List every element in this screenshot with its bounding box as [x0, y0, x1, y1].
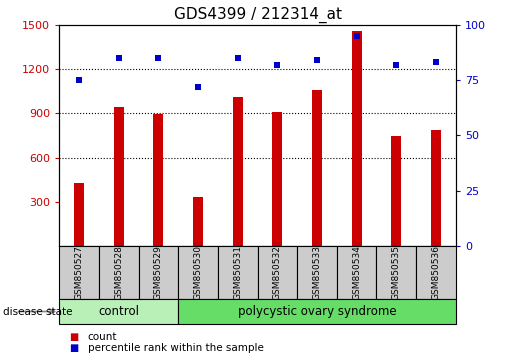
Point — [194, 84, 202, 90]
Point — [154, 55, 162, 61]
Bar — [337, 246, 376, 299]
Text: disease state: disease state — [3, 307, 72, 316]
Text: percentile rank within the sample: percentile rank within the sample — [88, 343, 264, 353]
Bar — [74, 183, 84, 246]
Point — [233, 55, 242, 61]
Bar — [431, 130, 441, 246]
Text: GSM850529: GSM850529 — [154, 245, 163, 300]
Point — [313, 57, 321, 63]
Text: ■: ■ — [70, 343, 79, 353]
Bar — [218, 246, 258, 299]
Point — [114, 55, 123, 61]
Bar — [391, 136, 401, 246]
Text: control: control — [98, 305, 139, 318]
Text: GSM850536: GSM850536 — [432, 245, 440, 300]
Bar — [416, 246, 456, 299]
Bar — [258, 246, 297, 299]
Text: GSM850533: GSM850533 — [313, 245, 321, 300]
Text: GSM850527: GSM850527 — [75, 245, 83, 300]
Bar — [99, 246, 139, 299]
Bar — [114, 107, 124, 246]
Bar — [193, 198, 203, 246]
Title: GDS4399 / 212314_at: GDS4399 / 212314_at — [174, 7, 341, 23]
Point — [75, 77, 83, 83]
Text: GSM850530: GSM850530 — [194, 245, 202, 300]
Text: polycystic ovary syndrome: polycystic ovary syndrome — [237, 305, 397, 318]
Text: ■: ■ — [70, 332, 79, 342]
Text: count: count — [88, 332, 117, 342]
Bar — [59, 246, 99, 299]
Point — [392, 62, 401, 68]
Text: GSM850535: GSM850535 — [392, 245, 401, 300]
Bar — [312, 90, 322, 246]
Bar — [59, 299, 178, 324]
Point — [432, 59, 440, 65]
Point — [352, 33, 360, 39]
Text: GSM850532: GSM850532 — [273, 245, 282, 300]
Bar — [153, 114, 163, 246]
Text: GSM850528: GSM850528 — [114, 245, 123, 300]
Bar — [233, 97, 243, 246]
Bar — [272, 112, 282, 246]
Bar — [376, 246, 416, 299]
Bar — [178, 299, 456, 324]
Bar — [297, 246, 337, 299]
Bar — [352, 31, 362, 246]
Bar — [178, 246, 218, 299]
Text: GSM850534: GSM850534 — [352, 245, 361, 300]
Bar — [139, 246, 178, 299]
Point — [273, 62, 281, 68]
Text: GSM850531: GSM850531 — [233, 245, 242, 300]
